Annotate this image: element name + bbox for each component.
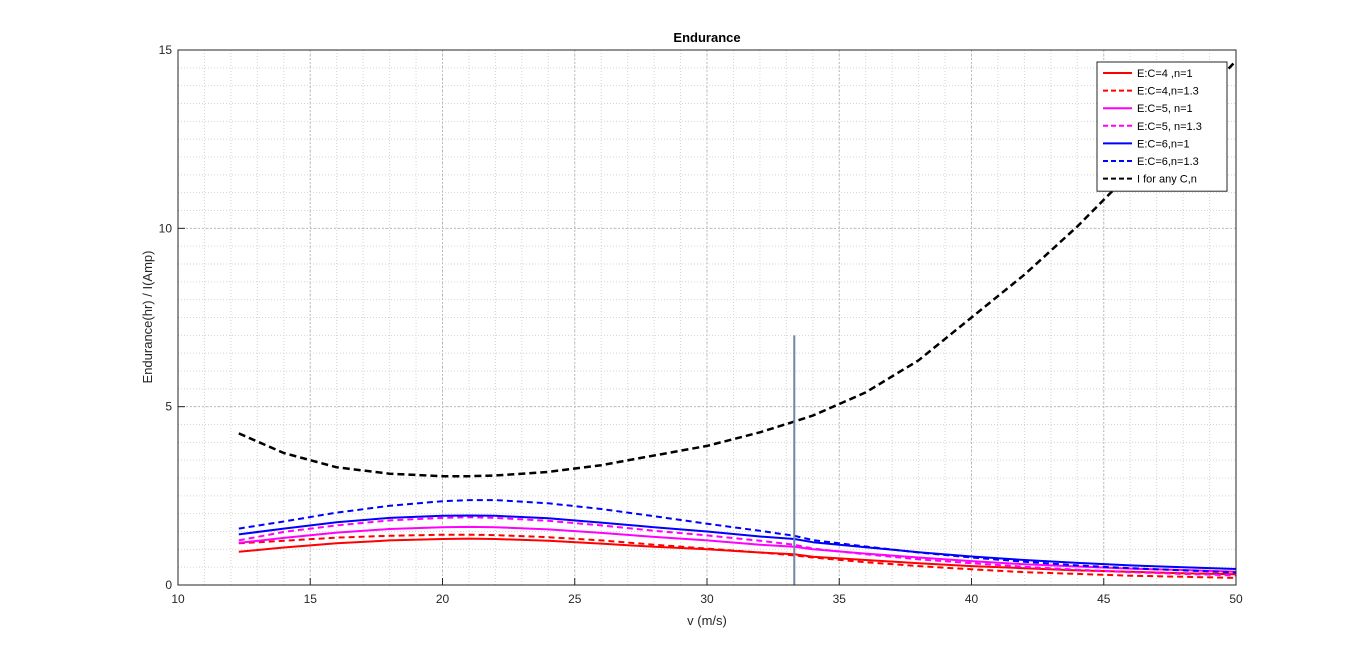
y-tick-label: 0 <box>165 578 172 592</box>
series-line-1 <box>238 537 1237 576</box>
legend-box <box>1096 61 1228 192</box>
plot-area <box>177 49 1237 586</box>
y-tick-label: 15 <box>159 43 173 57</box>
y-tick-label: 5 <box>165 400 172 414</box>
series-line-7 <box>238 59 1237 478</box>
x-tick-label: 10 <box>171 592 185 606</box>
x-tick-label: 35 <box>833 592 847 606</box>
series-line-6 <box>238 499 1237 574</box>
legend-entry: E:C=4,n=1.3 <box>1137 86 1199 98</box>
y-tick-label: 10 <box>159 221 173 235</box>
grid <box>177 49 1237 586</box>
x-tick-label: 40 <box>965 592 979 606</box>
legend-entry: E:C=5, n=1.3 <box>1137 121 1202 133</box>
legend-entry: I for any C,n <box>1137 174 1197 186</box>
series-layer <box>238 59 1237 585</box>
chart-title: Endurance <box>673 30 740 45</box>
x-tick-label: 50 <box>1229 592 1243 606</box>
legend-entry: E:C=4 ,n=1 <box>1137 68 1193 80</box>
x-tick-label: 15 <box>304 592 318 606</box>
x-tick-label: 45 <box>1097 592 1111 606</box>
x-tick-label: 20 <box>436 592 450 606</box>
legend-entry: E:C=5, n=1 <box>1137 103 1193 115</box>
legend-entry: E:C=6,n=1.3 <box>1137 156 1199 168</box>
series-line-3 <box>238 525 1237 573</box>
x-tick-label: 25 <box>568 592 582 606</box>
y-axis-label: Endurance(hr) / I(Amp) <box>140 251 155 384</box>
legend: E:C=4 ,n=1 E:C=4,n=1.3 E:C=5, n=1 E:C=5, n=… <box>1096 61 1228 192</box>
legend-entry: E:C=6,n=1 <box>1137 138 1190 150</box>
axis-ticks: 10 15 20 25 30 35 40 45 50 0 5 10 15 <box>159 43 1243 606</box>
x-tick-label: 30 <box>700 592 714 606</box>
x-axis-label: v (m/s) <box>687 613 727 628</box>
series-line-2 <box>238 533 1237 579</box>
series-line-5 <box>238 514 1237 570</box>
